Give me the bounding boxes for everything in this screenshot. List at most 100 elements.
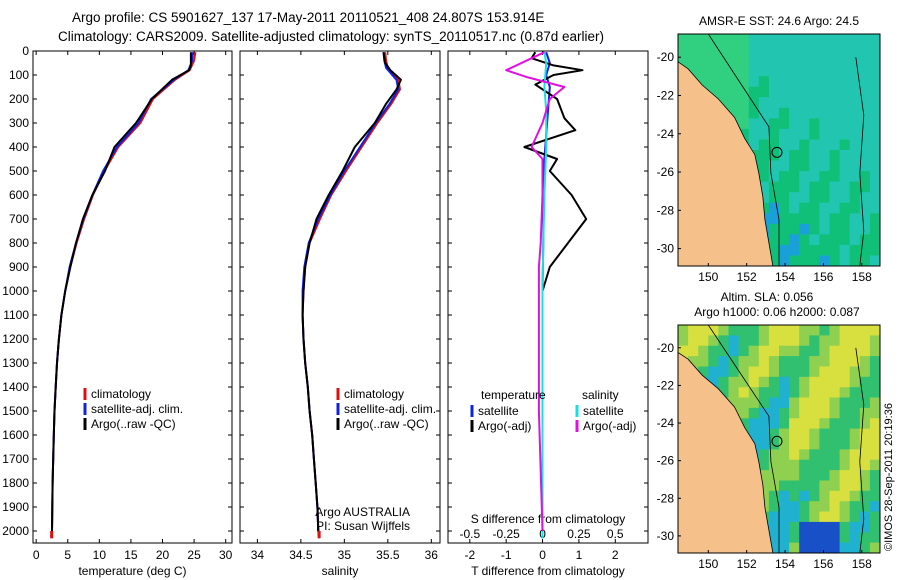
- x-axis-label: temperature (deg C): [78, 564, 186, 578]
- map-y-tick-label: -24: [657, 416, 675, 430]
- map-y-tick-label: -20: [657, 50, 675, 64]
- map-x-tick-label: 154: [775, 270, 795, 284]
- y-tick-label: 800: [9, 236, 29, 250]
- y-tick-label: 0: [22, 44, 29, 58]
- series-line-satellite: [301, 52, 400, 539]
- y-tick-label: 1800: [2, 476, 29, 490]
- legend-label: satellite: [583, 404, 624, 418]
- map-x-tick-label: 158: [852, 270, 872, 284]
- x-tick-label: 0: [33, 548, 40, 562]
- x-tick-label: 34: [251, 548, 265, 562]
- salinity-frame: [239, 50, 441, 544]
- series-line-argo: [301, 52, 402, 532]
- depth-contour: [855, 347, 865, 553]
- map-y-tick-label: -20: [657, 341, 675, 355]
- legend-group-title: salinity: [582, 388, 619, 402]
- y-tick-label: 500: [9, 164, 29, 178]
- map-x-tick-label: 150: [698, 557, 718, 571]
- depth-contour: [707, 34, 780, 266]
- x-tick-label: 2: [612, 548, 619, 562]
- x-tick-label: 1: [576, 548, 583, 562]
- temperature-frame: [32, 50, 233, 544]
- legend-group-title: temperature: [481, 388, 546, 402]
- top-tick-label: 0.25: [567, 527, 591, 541]
- land-mass: [678, 351, 774, 553]
- x-tick-label: 34.5: [289, 548, 313, 562]
- series-line-argo: [523, 51, 588, 531]
- legend-label: Argo(..raw -QC): [344, 417, 429, 431]
- legend-label: Argo(-adj): [583, 419, 636, 433]
- difference-frame: [447, 50, 649, 544]
- pi-annotation: Argo AUSTRALIA: [315, 505, 410, 519]
- series-line-climatology: [301, 52, 401, 539]
- map-y-tick-label: -22: [657, 378, 675, 392]
- x-axis-label: salinity: [322, 564, 359, 578]
- map-y-tick-label: -28: [657, 203, 675, 217]
- y-tick-label: 2000: [2, 524, 29, 538]
- pi-annotation: PI: Susan Wijffels: [316, 519, 410, 533]
- series-line-climatology: [50, 52, 197, 539]
- x-tick-label: 30: [219, 548, 233, 562]
- map-title: Argo h1000: 0.06 h2000: 0.087: [694, 305, 860, 319]
- x-tick-label: 10: [93, 548, 107, 562]
- y-tick-label: 1000: [2, 284, 29, 298]
- map-y-tick-label: -22: [657, 88, 675, 102]
- x-tick-label: 0: [539, 548, 546, 562]
- legend-label: satellite-adj. clim.: [91, 402, 183, 416]
- x-tick-label: 15: [124, 548, 138, 562]
- top-tick-label: -0.5: [459, 527, 480, 541]
- map-y-tick-label: -26: [657, 165, 675, 179]
- depth-contour: [707, 325, 780, 553]
- map-x-tick-label: 152: [737, 270, 757, 284]
- y-tick-label: 900: [9, 260, 29, 274]
- climatology-subtitle: Climatology: CARS2009. Satellite-adjuste…: [58, 29, 605, 44]
- y-tick-label: 1700: [2, 452, 29, 466]
- y-tick-label: 1400: [2, 380, 29, 394]
- map-y-tick-label: -30: [657, 242, 675, 256]
- y-tick-label: 300: [9, 116, 29, 130]
- x-tick-label: 36: [425, 548, 439, 562]
- series-line-argo: [51, 52, 192, 532]
- difference-panel: -2 -1 0 1 2 T difference from climatology -0.5…: [447, 50, 649, 578]
- temperature-panel: 0100200300400500600700800900100011001200…: [2, 44, 232, 578]
- series-line-satellite: [50, 52, 194, 539]
- sla-map-field: [678, 325, 880, 553]
- y-tick-label: 700: [9, 212, 29, 226]
- y-tick-label: 1600: [2, 428, 29, 442]
- y-tick-label: 1100: [3, 308, 29, 322]
- map-x-tick-label: 156: [813, 557, 833, 571]
- y-tick-label: 1500: [2, 404, 29, 418]
- legend-label: satellite: [478, 404, 519, 418]
- map-y-tick-label: -24: [657, 127, 675, 141]
- sst-map: 150 152 154 156 158 -20 -22 -24 -26 -28 -30 AMSR-E …: [657, 14, 881, 284]
- map-y-tick-label: -26: [657, 454, 675, 468]
- map-x-tick-label: 150: [698, 270, 718, 284]
- sla-map-frame: [677, 324, 881, 554]
- x-tick-label: -1: [501, 548, 512, 562]
- x-tick-label: 5: [64, 548, 71, 562]
- legend-label: climatology: [344, 387, 404, 401]
- legend-label: satellite-adj. clim.: [344, 402, 436, 416]
- map-x-tick-label: 154: [775, 557, 795, 571]
- x-tick-label: 20: [156, 548, 170, 562]
- depth-contour: [855, 57, 865, 266]
- legend-label: Argo(-adj): [478, 419, 531, 433]
- salinity-panel: 34 34.5 35 35.5 36 salinity climatologysatelli…: [239, 50, 441, 578]
- argo-position-marker: [771, 435, 783, 447]
- map-x-tick-label: 158: [852, 557, 872, 571]
- top-tick-label: 0.5: [607, 527, 624, 541]
- land-mass: [678, 61, 774, 266]
- sla-map: 150 152 154 156 158 -20 -22 -24 -26 -28 -30 Altim. …: [657, 290, 881, 571]
- map-x-tick-label: 152: [737, 557, 757, 571]
- x-tick-label: 35.5: [376, 548, 400, 562]
- x-tick-label: 35: [338, 548, 352, 562]
- x-tick-label: 25: [187, 548, 201, 562]
- map-y-tick-label: -30: [657, 529, 675, 543]
- map-title: AMSR-E SST: 24.6 Argo: 24.5: [699, 14, 859, 28]
- map-x-tick-label: 156: [813, 270, 833, 284]
- y-tick-label: 100: [9, 68, 29, 82]
- map-y-tick-label: -28: [657, 491, 675, 505]
- sst-map-frame: [677, 33, 881, 267]
- argo-position-marker: [771, 146, 783, 158]
